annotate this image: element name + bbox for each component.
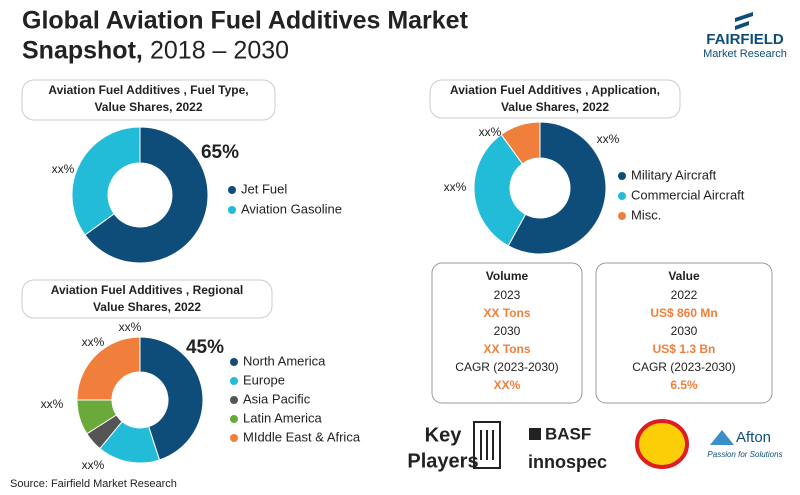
box-text: 2030: [671, 324, 698, 338]
donut-slice: [71, 126, 141, 236]
data-label: xx%: [479, 125, 502, 139]
legend-label: Europe: [243, 372, 285, 387]
donut-slice: [84, 126, 209, 264]
shell-logo: [635, 419, 689, 469]
box-text: CAGR (2023-2030): [455, 360, 558, 374]
value-box: [595, 262, 773, 404]
box-value: US$ 1.3 Bn: [653, 342, 716, 356]
legend-label: Jet Fuel: [241, 181, 287, 196]
data-label: xx%: [82, 335, 105, 349]
chart-heading: Aviation Fuel Additives , Fuel Type,: [48, 83, 248, 97]
legend-marker: [228, 186, 236, 194]
legend-label: Commercial Aircraft: [631, 187, 745, 202]
company: Afton: [736, 429, 771, 446]
legend-label: Aviation Gasoline: [241, 201, 342, 216]
volume-box: [431, 262, 583, 404]
box-text: 2022: [671, 288, 698, 302]
legend-marker: [618, 192, 626, 200]
source: Source: Fairfield Market Research: [10, 478, 177, 490]
legend-marker: [228, 206, 236, 214]
company: innospec: [528, 452, 607, 472]
logo-sub: Market Research: [703, 48, 787, 60]
logo-name: FAIRFIELD: [706, 31, 784, 48]
box-text: CAGR (2023-2030): [632, 360, 735, 374]
key-players: Key: [425, 424, 463, 446]
legend-marker: [230, 396, 238, 404]
chart-heading: Value Shares, 2022: [501, 100, 609, 114]
data-label: xx%: [444, 180, 467, 194]
key-players: Players: [407, 450, 478, 472]
data-label: xx%: [119, 320, 142, 334]
legend-label: Latin America: [243, 410, 323, 425]
legend-marker: [230, 358, 238, 366]
chart-heading-box: [429, 79, 681, 119]
data-label: 65%: [201, 142, 239, 163]
box-heading: Value: [668, 269, 700, 283]
donut-slice: [473, 133, 527, 247]
box-value: XX Tons: [483, 342, 530, 356]
data-label: xx%: [52, 162, 75, 176]
legend-label: Asia Pacific: [243, 391, 311, 406]
chart-heading: Value Shares, 2022: [94, 100, 202, 114]
chart-heading-box: [21, 279, 273, 319]
donut-slice: [76, 336, 141, 401]
afton-icon: [710, 430, 734, 445]
data-label: xx%: [597, 132, 620, 146]
box-value: US$ 860 Mn: [650, 306, 717, 320]
donut-slice: [507, 121, 607, 255]
box-value: XX Tons: [483, 306, 530, 320]
data-label: 45%: [186, 337, 224, 358]
box-value: 6.5%: [670, 378, 698, 392]
legend-label: North America: [243, 353, 326, 368]
legend-label: MIddle East & Africa: [243, 429, 361, 444]
chart-heading-box: [21, 79, 276, 121]
box-text: 2030: [494, 324, 521, 338]
afton-tagline: Passion for Solutions: [707, 450, 782, 459]
legend-marker: [230, 415, 238, 423]
logo-icon: [735, 12, 753, 30]
legend-label: Misc.: [631, 207, 661, 222]
title: Global Aviation Fuel Additives Market: [22, 7, 469, 35]
chart-heading: Value Shares, 2022: [93, 300, 201, 314]
data-label: xx%: [41, 397, 64, 411]
legend-marker: [618, 212, 626, 220]
basf-icon: [529, 428, 541, 440]
legend-marker: [618, 172, 626, 180]
donut-slice: [500, 121, 541, 165]
data-label: xx%: [82, 458, 105, 472]
donut-slice: [139, 336, 204, 461]
chart-heading: Aviation Fuel Additives , Regional: [51, 283, 243, 297]
box-heading: Volume: [486, 269, 529, 283]
company: BASF: [545, 424, 591, 443]
building-icon: [473, 421, 501, 469]
title-bold: Snapshot,: [22, 37, 143, 65]
legend-marker: [230, 377, 238, 385]
title-years: 2018 – 2030: [150, 37, 289, 65]
box-value: XX%: [494, 378, 521, 392]
box-text: 2023: [494, 288, 521, 302]
legend-label: Military Aircraft: [631, 167, 717, 182]
legend-marker: [230, 434, 238, 442]
chart-heading: Aviation Fuel Additives , Application,: [450, 83, 660, 97]
